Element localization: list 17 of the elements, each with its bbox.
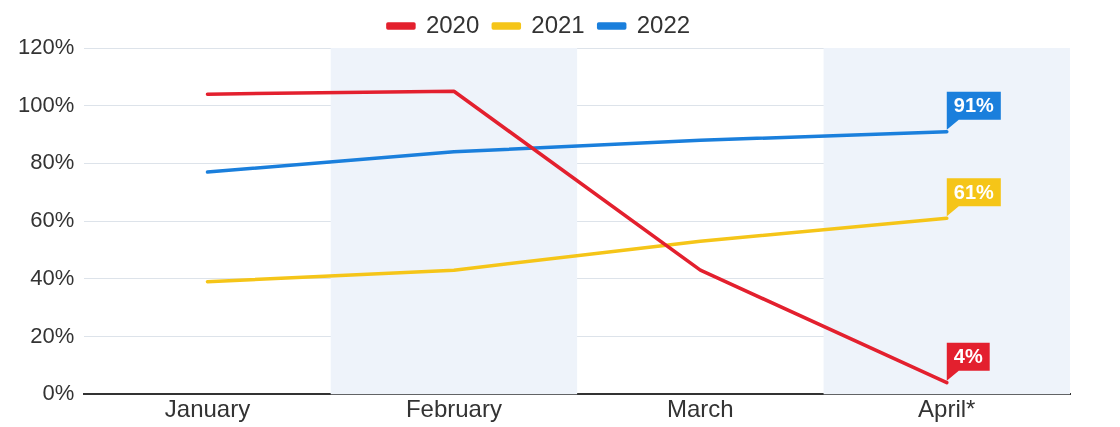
y-tick-label: 20% (30, 322, 75, 348)
y-tick-label: 40% (30, 264, 75, 290)
x-tick-label: February (405, 395, 502, 423)
y-tick-label: 100% (17, 91, 75, 117)
y-tick-label: 120% (17, 34, 75, 60)
data-label: 61% (953, 180, 995, 203)
y-tick-label: 0% (42, 380, 75, 406)
data-label: 4% (953, 345, 983, 368)
x-tick-label: March (667, 395, 734, 423)
x-tick-label: April* (918, 395, 976, 423)
y-tick-label: 80% (30, 149, 75, 175)
x-tick-label: January (164, 395, 251, 423)
legend-label: 2022 (636, 10, 691, 38)
y-tick-label: 60% (30, 207, 75, 233)
legend-label: 2020 (425, 10, 480, 38)
data-label: 91% (953, 94, 995, 117)
legend-label: 2021 (531, 10, 585, 38)
